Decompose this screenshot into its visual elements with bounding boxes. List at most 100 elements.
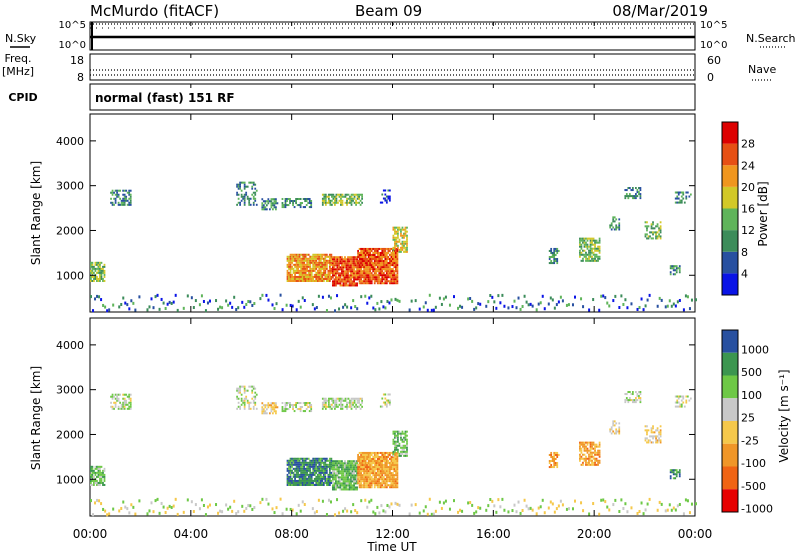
- power-cell: [328, 273, 331, 276]
- power-cell: [315, 275, 318, 278]
- velocity-cell: [350, 486, 352, 489]
- power-cell: [298, 275, 301, 278]
- velocity-cell: [403, 444, 405, 447]
- velocity-cell: [378, 464, 381, 467]
- power-colorbar-tick: 16: [741, 203, 755, 216]
- velocity-cell: [252, 401, 255, 404]
- power-cell: [111, 191, 114, 194]
- power-cell: [251, 181, 254, 184]
- power-cell: [390, 272, 393, 275]
- velocity-cell: [361, 405, 364, 408]
- power-cell: [249, 203, 252, 206]
- power-cell: [295, 255, 298, 258]
- velocity-cell: [363, 457, 366, 461]
- velocity-cell: [676, 395, 679, 398]
- power-cell: [227, 303, 230, 307]
- power-cell: [307, 259, 310, 262]
- velocity-cell: [585, 461, 587, 464]
- power-cell: [90, 269, 92, 272]
- power-cell: [375, 278, 378, 281]
- velocity-cell: [306, 471, 309, 474]
- power-cell: [583, 253, 586, 256]
- velocity-cell: [297, 503, 300, 507]
- power-cell: [110, 191, 112, 194]
- velocity-cell: [448, 507, 451, 511]
- velocity-cell: [308, 401, 311, 405]
- velocity-cell: [594, 443, 596, 446]
- velocity-cell: [655, 437, 657, 440]
- velocity-cell: [251, 397, 254, 400]
- velocity-cell: [387, 474, 390, 477]
- power-cell: [312, 259, 315, 262]
- velocity-cell: [239, 389, 241, 392]
- power-cell: [305, 197, 308, 201]
- velocity-cell: [589, 455, 592, 458]
- power-cell: [628, 193, 631, 196]
- power-cell: [299, 197, 302, 201]
- velocity-cell: [319, 483, 322, 486]
- power-cell: [379, 262, 382, 265]
- power-cell: [369, 274, 372, 277]
- velocity-cell: [373, 462, 376, 465]
- power-cell: [138, 295, 141, 299]
- velocity-cell: [382, 480, 385, 483]
- velocity-cell: [318, 479, 321, 482]
- velocity-cell: [358, 482, 361, 485]
- velocity-cell: [548, 453, 551, 456]
- velocity-cell: [292, 459, 295, 462]
- power-cell: [99, 277, 101, 280]
- power-cell: [239, 185, 241, 188]
- velocity-cell: [382, 457, 385, 461]
- velocity-cell: [391, 482, 394, 485]
- velocity-cell: [150, 501, 153, 505]
- velocity-cell: [385, 474, 388, 477]
- power-cell: [344, 274, 346, 277]
- power-cell: [394, 244, 396, 247]
- velocity-cell: [370, 451, 373, 454]
- power-cell: [301, 271, 304, 274]
- power-cell: [369, 280, 372, 283]
- velocity-cell: [379, 474, 382, 477]
- power-cell: [364, 282, 367, 285]
- velocity-cell: [393, 484, 396, 487]
- velocity-cell: [387, 476, 390, 479]
- power-cell: [350, 260, 352, 263]
- velocity-cell: [341, 460, 343, 463]
- power-cell: [387, 268, 390, 271]
- power-cell: [589, 243, 592, 246]
- velocity-cell: [330, 399, 333, 402]
- velocity-cell: [261, 406, 264, 409]
- velocity-cell: [123, 393, 126, 396]
- power-cell: [306, 267, 309, 270]
- velocity-cell: [353, 405, 356, 408]
- power-cell: [679, 191, 682, 194]
- velocity-cell: [324, 467, 327, 470]
- velocity-cell: [310, 461, 313, 464]
- power-cell: [288, 271, 290, 274]
- velocity-cell: [618, 509, 621, 513]
- velocity-cell: [378, 476, 381, 479]
- power-cell: [591, 251, 593, 254]
- velocity-cell: [97, 465, 100, 468]
- velocity-cell: [393, 451, 396, 454]
- power-cell: [517, 296, 520, 300]
- velocity-cell: [295, 461, 298, 464]
- velocity-cell: [358, 474, 361, 477]
- velocity-cell: [392, 432, 395, 435]
- velocity-cell: [354, 509, 357, 513]
- power-cell: [243, 305, 246, 309]
- velocity-cell: [353, 468, 355, 471]
- power-cell: [330, 253, 333, 256]
- power-cell: [336, 262, 339, 265]
- power-cell: [312, 277, 315, 280]
- power-cell: [297, 259, 299, 262]
- power-cell: [361, 276, 364, 279]
- velocity-cell: [360, 472, 362, 475]
- power-cell: [613, 228, 616, 231]
- velocity-cell: [287, 408, 290, 411]
- velocity-cell: [387, 451, 390, 454]
- power-cell: [341, 262, 343, 265]
- velocity-cell: [112, 507, 115, 511]
- velocity-cell: [243, 391, 246, 394]
